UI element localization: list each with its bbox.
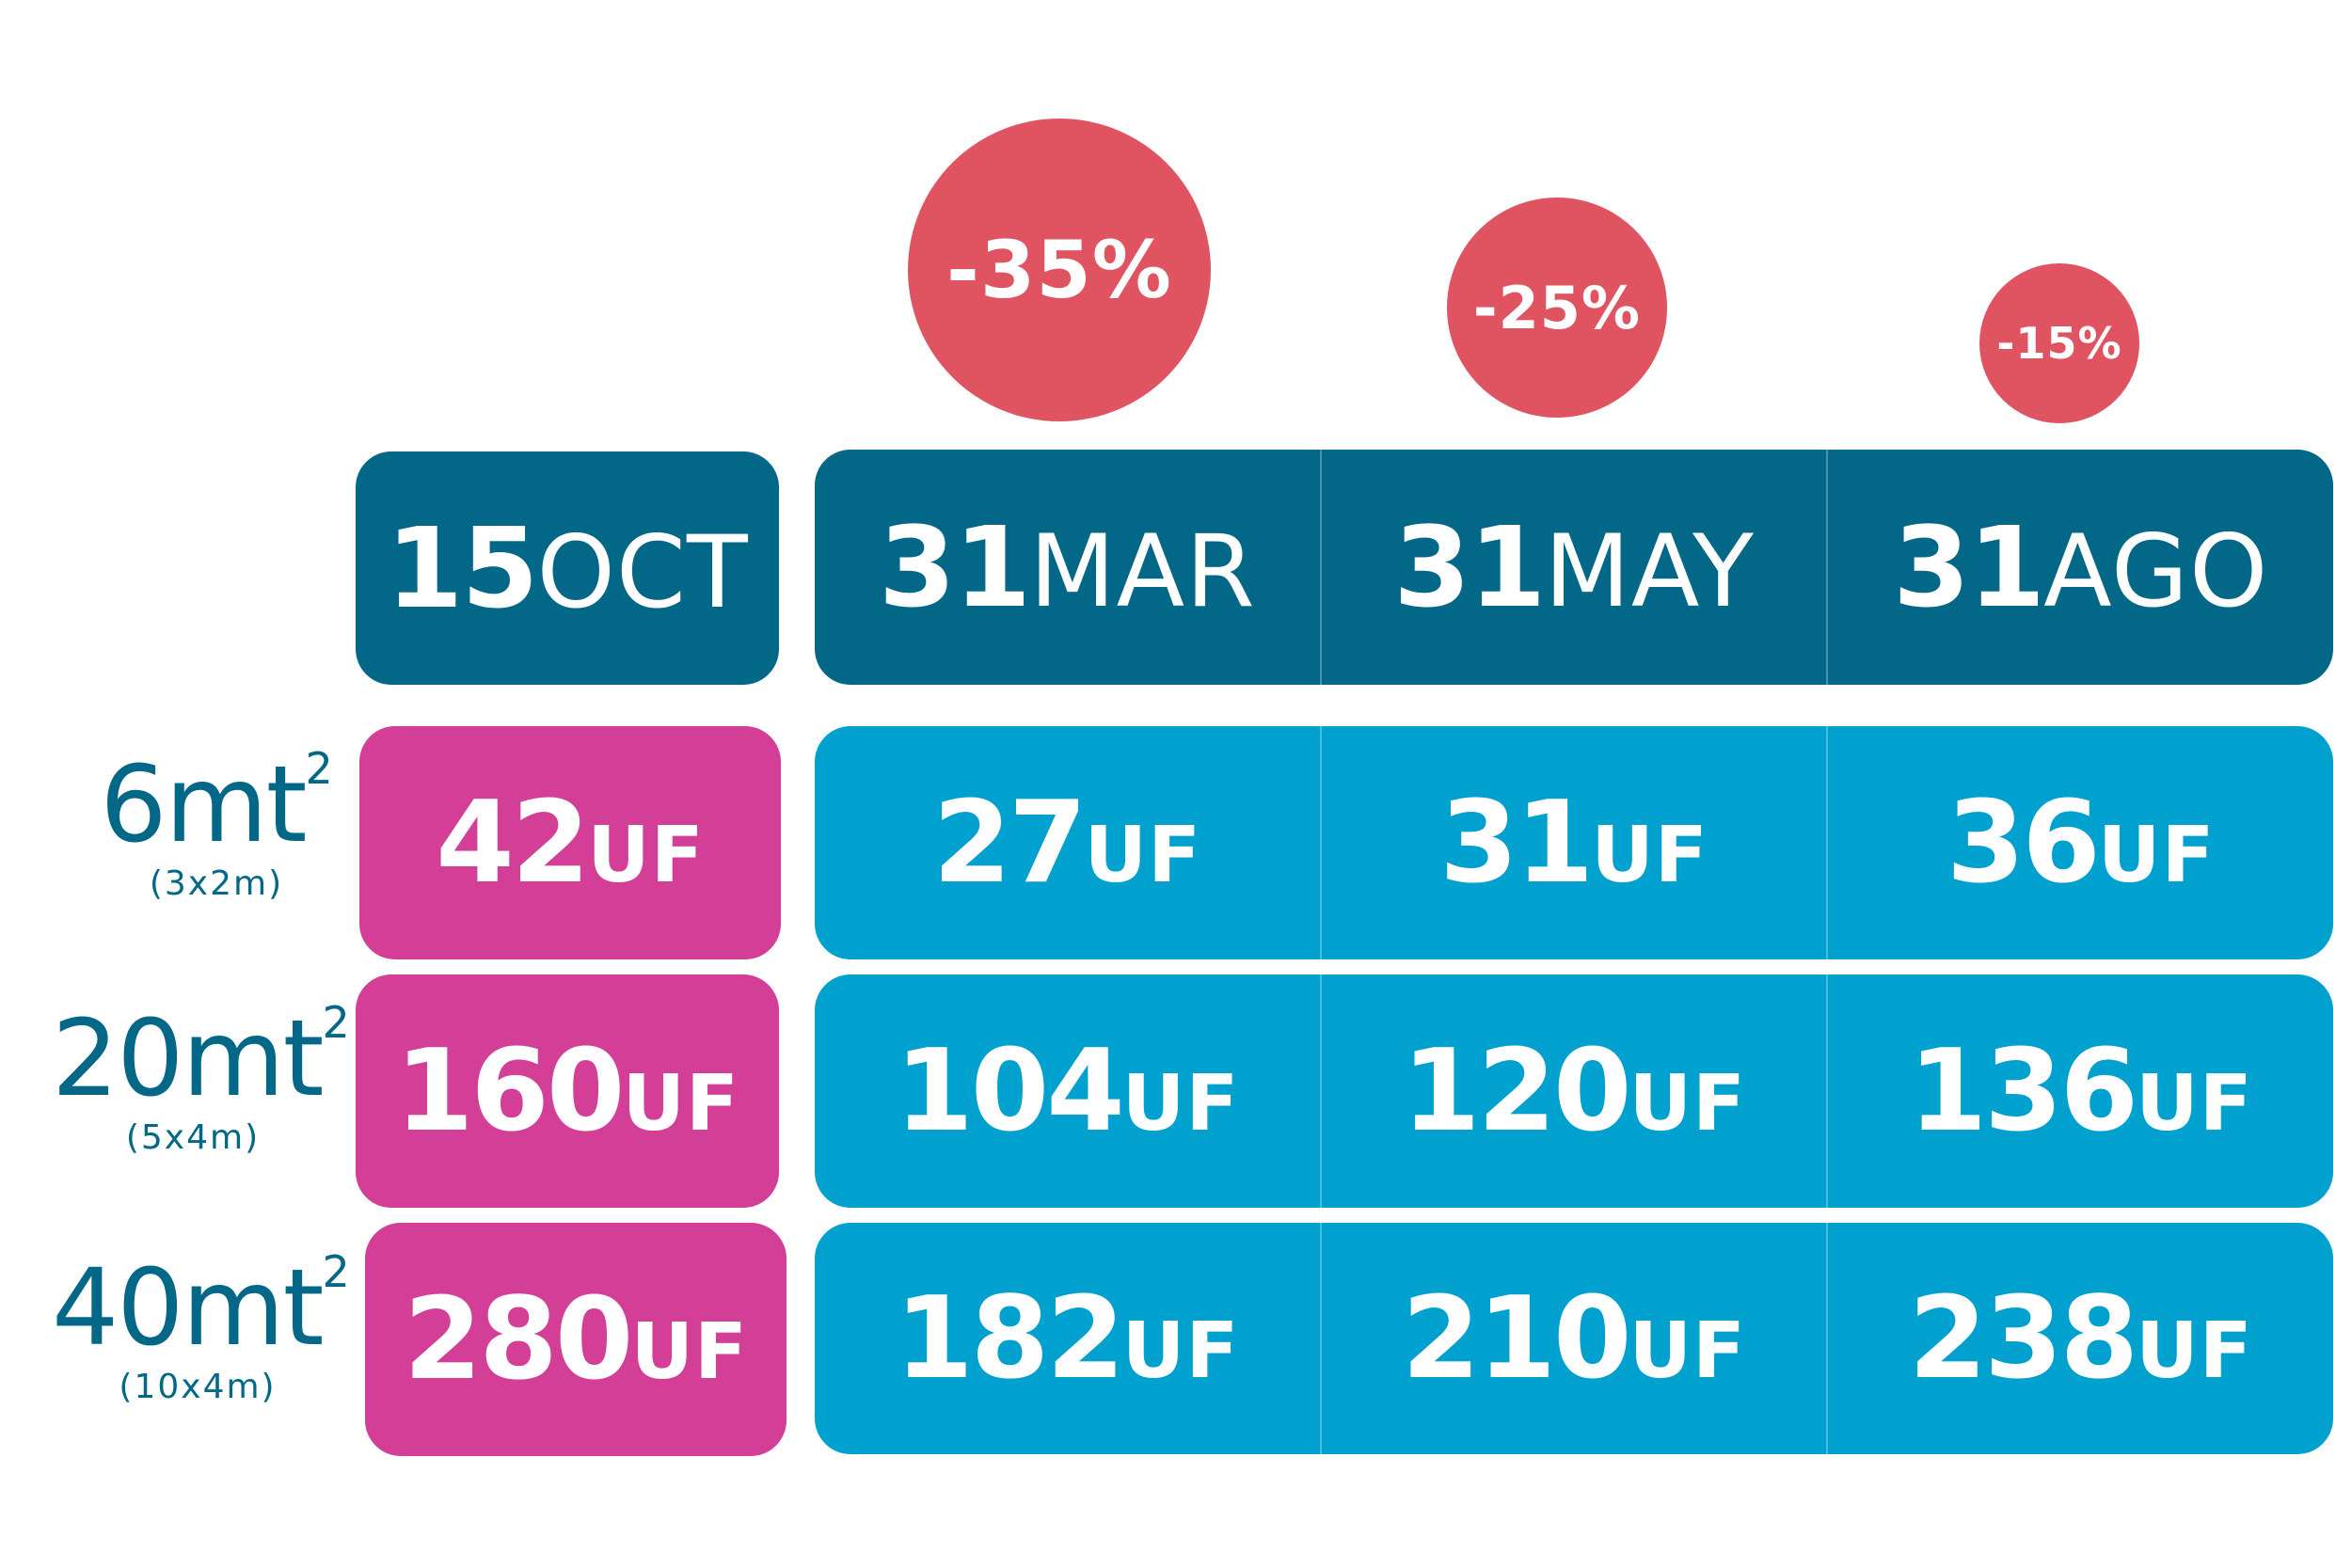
- price-unit: UF: [1121, 1306, 1240, 1396]
- price-cell: 136 UF: [1826, 974, 2333, 1208]
- price-number: 31: [1439, 777, 1594, 909]
- price-unit: UF: [2097, 810, 2216, 900]
- price: 136 UF: [1909, 1026, 2253, 1157]
- price: 104 UF: [895, 1026, 1239, 1157]
- size-exponent: 2: [305, 743, 333, 794]
- price: 210 UF: [1402, 1274, 1746, 1404]
- size-label-6mt: 6mt2 (3x2m): [94, 743, 339, 904]
- price-cell: 31 UF: [1319, 726, 1827, 959]
- price-cell: 36 UF: [1826, 726, 2333, 959]
- price-number: 160: [394, 1025, 625, 1157]
- price-number: 36: [1946, 777, 2101, 909]
- price-unit: UF: [1121, 1058, 1240, 1148]
- header-date: 15 OCT: [386, 503, 748, 633]
- price-unit: UF: [2136, 1058, 2253, 1148]
- price-cell: 120 UF: [1319, 974, 1827, 1208]
- price: 238 UF: [1909, 1274, 2253, 1404]
- size-label-40mt: 40mt2 (10x4m): [52, 1246, 350, 1407]
- price-unit: UF: [622, 1058, 740, 1148]
- price-row-20mt: 104 UF 120 UF 136 UF: [815, 974, 2333, 1208]
- price: 280 UF: [404, 1275, 748, 1405]
- price: 31 UF: [1439, 778, 1708, 909]
- price-cell: 182 UF: [815, 1223, 1320, 1454]
- discount-badge-15: -15%: [1979, 263, 2139, 423]
- header-date: 31 MAY: [1393, 502, 1755, 632]
- price: 36 UF: [1947, 778, 2216, 909]
- price-cell: 104 UF: [815, 974, 1320, 1208]
- price-row-40mt: 182 UF 210 UF 238 UF: [815, 1223, 2333, 1454]
- size-dimensions: (10x4m): [119, 1368, 277, 1406]
- header-day: 31: [1892, 502, 2045, 632]
- price-number: 238: [1908, 1273, 2138, 1404]
- price-unit: UF: [630, 1307, 749, 1397]
- price-unit: UF: [1084, 810, 1202, 900]
- price: 182 UF: [895, 1274, 1239, 1404]
- price-early-6mt: 42 UF: [359, 726, 781, 959]
- price-unit: UF: [1591, 810, 1708, 900]
- price-number: 42: [436, 777, 590, 909]
- size-value: 6mt2: [100, 743, 333, 866]
- price-cell: 27 UF: [815, 726, 1320, 959]
- price-early-40mt: 280 UF: [365, 1223, 787, 1456]
- header-cell-may: 31 MAY: [1319, 450, 1827, 685]
- header-month: OCT: [536, 515, 749, 630]
- price: 160 UF: [395, 1026, 739, 1157]
- discount-badge-35: -35%: [908, 119, 1211, 421]
- discount-badge-label: -15%: [1996, 318, 2122, 369]
- size-value: 20mt2: [52, 997, 350, 1120]
- discount-badge-25: -25%: [1447, 198, 1667, 418]
- header-date: 31 MAR: [879, 502, 1256, 632]
- header-cell-mar: 31 MAR: [815, 450, 1320, 685]
- header-date: 31 AGO: [1893, 502, 2268, 632]
- price-number: 104: [895, 1025, 1124, 1157]
- header-day: 15: [386, 503, 538, 633]
- price-cell: 238 UF: [1826, 1223, 2333, 1454]
- header-month: MAR: [1029, 514, 1256, 629]
- price-number: 210: [1401, 1273, 1631, 1404]
- size-exponent: 2: [322, 1246, 350, 1297]
- header-month: AGO: [2043, 514, 2269, 629]
- header-cell-ago: 31 AGO: [1826, 450, 2333, 685]
- price: 27 UF: [933, 778, 1202, 909]
- header-discount-dates: 31 MAR 31 MAY 31 AGO: [815, 450, 2333, 685]
- price-number: 182: [895, 1273, 1124, 1404]
- discount-badge-label: -35%: [946, 224, 1172, 316]
- header-early-date: 15 OCT: [356, 451, 779, 685]
- size-label-20mt: 20mt2 (5x4m): [52, 997, 350, 1158]
- size-exponent: 2: [322, 997, 350, 1048]
- size-dimensions: (3x2m): [149, 864, 284, 903]
- price-unit: UF: [587, 810, 705, 900]
- price-number: 27: [932, 777, 1088, 909]
- price-number: 136: [1908, 1025, 2138, 1157]
- price: 120 UF: [1402, 1026, 1746, 1157]
- size-dimensions: (5x4m): [125, 1118, 261, 1157]
- price-unit: UF: [1629, 1306, 1747, 1396]
- price-unit: UF: [1629, 1058, 1747, 1148]
- price-number: 120: [1401, 1025, 1631, 1157]
- price-row-6mt: 27 UF 31 UF 36 UF: [815, 726, 2333, 959]
- price-cell: 210 UF: [1319, 1223, 1827, 1454]
- price-number: 280: [403, 1274, 633, 1405]
- header-day: 31: [878, 502, 1031, 632]
- discount-badge-label: -25%: [1472, 273, 1642, 342]
- header-day: 31: [1393, 502, 1546, 632]
- header-month: MAY: [1544, 514, 1755, 629]
- price: 42 UF: [436, 778, 705, 909]
- price-early-20mt: 160 UF: [356, 974, 779, 1208]
- price-unit: UF: [2136, 1306, 2253, 1396]
- size-value: 40mt2: [52, 1246, 350, 1370]
